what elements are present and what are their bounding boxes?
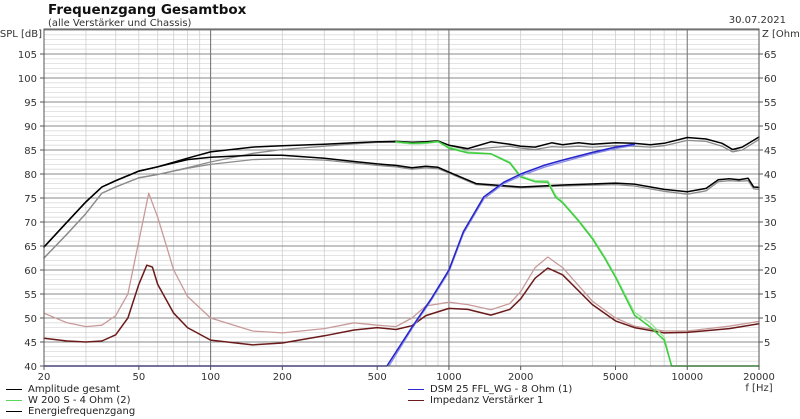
x-tick-label: 100 xyxy=(201,372,220,383)
curve-amplitude-gesamt xyxy=(43,136,760,248)
axis-labels: 40 45 50 55 60 65 70 75 80 85 90 95 100 105 SPL [dB] 5 1… xyxy=(0,29,800,394)
y-tick-label: 50 xyxy=(24,314,37,325)
grid-minor xyxy=(44,29,759,366)
legend-item-impedance: Impedanz Verstärker 1 xyxy=(408,395,572,406)
y-tick-label: 40 xyxy=(24,362,37,373)
y-tick-label: 60 xyxy=(24,266,37,277)
y-tick-label: 45 xyxy=(24,338,37,349)
y-tick-label: 65 xyxy=(24,242,37,253)
x-tick-label: 200 xyxy=(273,372,292,383)
legend-label: Energiefrequenzgang xyxy=(28,406,136,417)
y2-tick-label: 55 xyxy=(764,98,777,109)
legend-label: Amplitude gesamt xyxy=(28,384,120,395)
legend-swatch-icon xyxy=(6,400,22,401)
y-tick-label: 70 xyxy=(24,218,37,229)
curve-w-200-s-4-ohm-2 xyxy=(395,140,760,367)
y2-tick-label: 35 xyxy=(764,194,777,205)
chart-subtitle: (alle Verstärker und Chassis) xyxy=(48,18,192,29)
legend-item-amplitude: Amplitude gesamt xyxy=(6,384,135,395)
curve-energiefrequenzgang xyxy=(43,154,760,248)
x-tick-label: 2000 xyxy=(508,372,533,383)
y-tick-label: 90 xyxy=(24,122,37,133)
legend-swatch-icon xyxy=(6,389,22,390)
legend-swatch-icon xyxy=(6,411,22,412)
y2-tick-label: 65 xyxy=(764,50,777,61)
y2-tick-label: 30 xyxy=(764,218,777,229)
x-tick-label: 50 xyxy=(132,372,145,383)
curve-dsm-25-ffl-wg-8-ohm-1-shadow xyxy=(388,144,636,367)
legend-left: Amplitude gesamt W 200 S - 4 Ohm (2) Ene… xyxy=(6,384,135,417)
legend-label: W 200 S - 4 Ohm (2) xyxy=(28,395,131,406)
x-tick-label: 5000 xyxy=(603,372,628,383)
y2-tick-label: 40 xyxy=(764,170,777,181)
curve-impedanz-verst-rker-1 xyxy=(43,264,760,346)
y-tick-label: 100 xyxy=(18,74,37,85)
y-tick-label: 80 xyxy=(24,170,37,181)
curve-dsm-25-ffl-wg-8-ohm-1 xyxy=(43,143,636,367)
y2-tick-label: 20 xyxy=(764,266,777,277)
y-axis-label: SPL [dB] xyxy=(0,29,42,40)
x-tick-label: 1000 xyxy=(436,372,461,383)
curve-impedanz-shadow xyxy=(43,192,760,334)
legend-item-tweeter: DSM 25 FFL_WG - 8 Ohm (1) xyxy=(408,384,572,395)
legend-swatch-icon xyxy=(408,400,424,401)
y2-tick-label: 5 xyxy=(764,338,770,349)
legend-right: DSM 25 FFL_WG - 8 Ohm (1) Impedanz Verst… xyxy=(408,384,572,406)
y-tick-label: 55 xyxy=(24,290,37,301)
x-tick-label: 10000 xyxy=(671,372,703,383)
y2-tick-label: 50 xyxy=(764,122,777,133)
y-tick-label: 95 xyxy=(24,98,37,109)
y2-tick-label: 25 xyxy=(764,242,777,253)
legend-item-woofer: W 200 S - 4 Ohm (2) xyxy=(6,395,135,406)
y2-tick-label: 45 xyxy=(764,146,777,157)
y2-axis-label: Z [Ohm] xyxy=(762,29,800,40)
y2-tick-label: 10 xyxy=(764,314,777,325)
y-tick-label: 85 xyxy=(24,146,37,157)
chart-date: 30.07.2021 xyxy=(728,15,786,26)
curve-energiefrequenzgang-shadow xyxy=(43,157,760,259)
x-tick-label: 20000 xyxy=(743,372,775,383)
legend-swatch-icon xyxy=(408,389,424,390)
legend-item-energy: Energiefrequenzgang xyxy=(6,406,135,417)
y2-tick-label: 60 xyxy=(764,74,777,85)
x-tick-label: 20 xyxy=(38,372,51,383)
legend-label: DSM 25 FFL_WG - 8 Ohm (1) xyxy=(430,384,573,395)
chart-title: Frequenzgang Gesamtbox xyxy=(48,2,247,18)
y-tick-label: 75 xyxy=(24,194,37,205)
y2-tick-label: 15 xyxy=(764,290,777,301)
y-tick-label: 105 xyxy=(18,50,37,61)
legend-label: Impedanz Verstärker 1 xyxy=(430,395,544,406)
x-axis-label: f [Hz] xyxy=(745,383,772,394)
grid-major xyxy=(44,29,759,366)
curves xyxy=(43,136,760,367)
x-tick-label: 500 xyxy=(368,372,387,383)
